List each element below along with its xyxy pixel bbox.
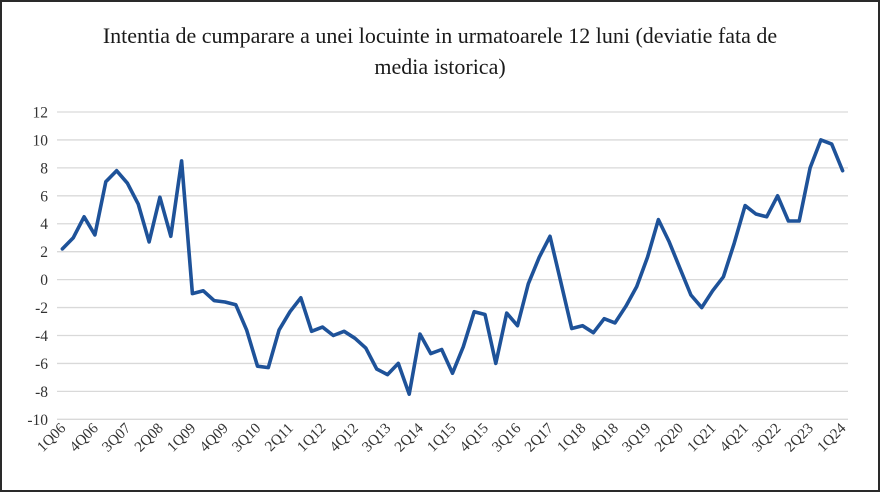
x-tick-label: 2Q17 bbox=[522, 420, 557, 455]
x-tick-label: 1Q12 bbox=[294, 421, 329, 456]
x-tick-label: 3Q10 bbox=[229, 421, 264, 456]
x-tick-label: 3Q16 bbox=[489, 420, 524, 455]
x-tick-label: 1Q21 bbox=[684, 421, 719, 456]
y-tick-label: -8 bbox=[35, 384, 48, 401]
y-tick-label: 12 bbox=[33, 105, 49, 122]
y-axis-labels: 12 10 8 6 4 2 0 -2 -4 -6 -8 -10 bbox=[27, 105, 48, 429]
x-tick-label: 3Q19 bbox=[619, 421, 654, 456]
x-tick-label: 4Q09 bbox=[197, 421, 232, 456]
y-tick-label: -10 bbox=[27, 412, 48, 429]
x-tick-label: 4Q18 bbox=[587, 421, 622, 456]
x-tick-label: 1Q15 bbox=[424, 421, 459, 456]
x-tick-label: 3Q13 bbox=[359, 421, 394, 456]
x-tick-label: 4Q12 bbox=[327, 421, 362, 456]
x-tick-label: 1Q18 bbox=[554, 421, 589, 456]
x-tick-label: 3Q07 bbox=[99, 420, 134, 455]
x-axis-labels: 1Q064Q063Q072Q081Q094Q093Q102Q111Q124Q12… bbox=[34, 420, 849, 455]
y-tick-label: -4 bbox=[35, 328, 48, 345]
y-tick-label: -6 bbox=[35, 356, 48, 373]
x-tick-label: 2Q08 bbox=[132, 421, 167, 456]
x-tick-label: 2Q11 bbox=[262, 421, 296, 455]
x-tick-label: 4Q15 bbox=[457, 421, 492, 456]
x-tick-label: 2Q14 bbox=[392, 420, 427, 455]
series-line bbox=[60, 138, 845, 397]
x-tick-label: 2Q23 bbox=[782, 421, 817, 456]
y-tick-label: 8 bbox=[40, 160, 48, 177]
chart-title: Intentia de cumparare a unei locuinte in… bbox=[102, 23, 778, 80]
y-tick-label: 0 bbox=[40, 272, 48, 289]
y-tick-label: -2 bbox=[35, 300, 48, 317]
y-tick-label: 2 bbox=[40, 244, 48, 261]
x-tick-label: 3Q22 bbox=[750, 421, 785, 456]
x-tick-label: 4Q21 bbox=[717, 421, 752, 456]
y-tick-label: 6 bbox=[40, 188, 48, 205]
x-tick-label: 1Q24 bbox=[815, 420, 850, 455]
x-tick-label: 4Q06 bbox=[67, 420, 102, 455]
x-tick-label: 2Q20 bbox=[652, 421, 687, 456]
y-tick-label: 4 bbox=[40, 216, 48, 233]
y-tick-label: 10 bbox=[33, 132, 49, 149]
x-tick-label: 1Q09 bbox=[164, 421, 199, 456]
